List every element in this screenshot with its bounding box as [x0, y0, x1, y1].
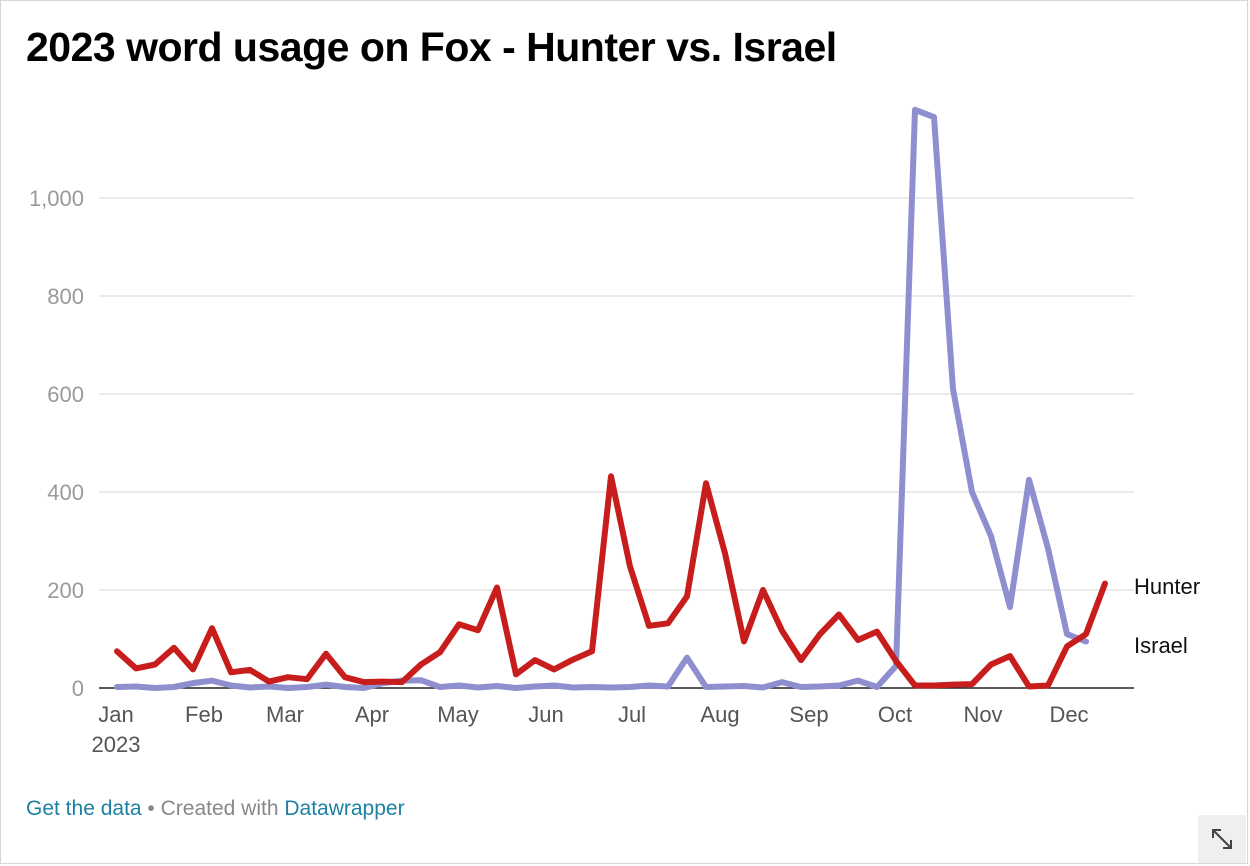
series-line-hunter	[114, 473, 1108, 690]
gridlines	[99, 197, 1134, 689]
x-tick-label: Nov	[963, 702, 1002, 727]
chart-title: 2023 word usage on Fox - Hunter vs. Isra…	[26, 24, 837, 70]
y-tick-label: 600	[47, 382, 84, 407]
x-tick-label: Jan	[98, 702, 133, 727]
series-line-israel	[114, 106, 1089, 691]
y-tick-label: 1,000	[29, 186, 84, 211]
x-tick-label: Sep	[789, 702, 828, 727]
y-tick-label: 400	[47, 480, 84, 505]
datawrapper-link[interactable]: Datawrapper	[284, 797, 405, 820]
expand-button[interactable]	[1198, 815, 1246, 863]
x-tick-label: Aug	[700, 702, 739, 727]
series-lines	[114, 106, 1108, 691]
x-tick-year-label: 2023	[92, 732, 141, 757]
y-tick-label: 200	[47, 578, 84, 603]
x-tick-label: Mar	[266, 702, 304, 727]
series-label-israel: Israel	[1134, 633, 1188, 658]
footer-separator: •	[141, 797, 161, 820]
y-axis: 0 200 400 600 800 1,000	[29, 186, 84, 701]
x-tick-label: May	[437, 702, 479, 727]
y-tick-label: 800	[47, 284, 84, 309]
x-tick-label: Jul	[618, 702, 646, 727]
footer: Get the data • Created with Datawrapper	[26, 797, 405, 821]
series-labels: Hunter Israel	[1134, 574, 1200, 658]
get-data-link[interactable]: Get the data	[26, 797, 142, 820]
expand-diagonal-icon	[1212, 829, 1232, 849]
x-tick-label: Apr	[355, 702, 389, 727]
x-tick-label: Jun	[528, 702, 563, 727]
created-with-text: Created with	[160, 797, 285, 820]
x-tick-label: Dec	[1049, 702, 1088, 727]
x-tick-label: Oct	[878, 702, 912, 727]
y-tick-label: 0	[72, 676, 84, 701]
series-label-hunter: Hunter	[1134, 574, 1200, 599]
x-tick-label: Feb	[185, 702, 223, 727]
x-axis: Jan Feb Mar Apr May Jun Jul Aug Sep Oct Nov Dec 2023	[92, 702, 1089, 757]
